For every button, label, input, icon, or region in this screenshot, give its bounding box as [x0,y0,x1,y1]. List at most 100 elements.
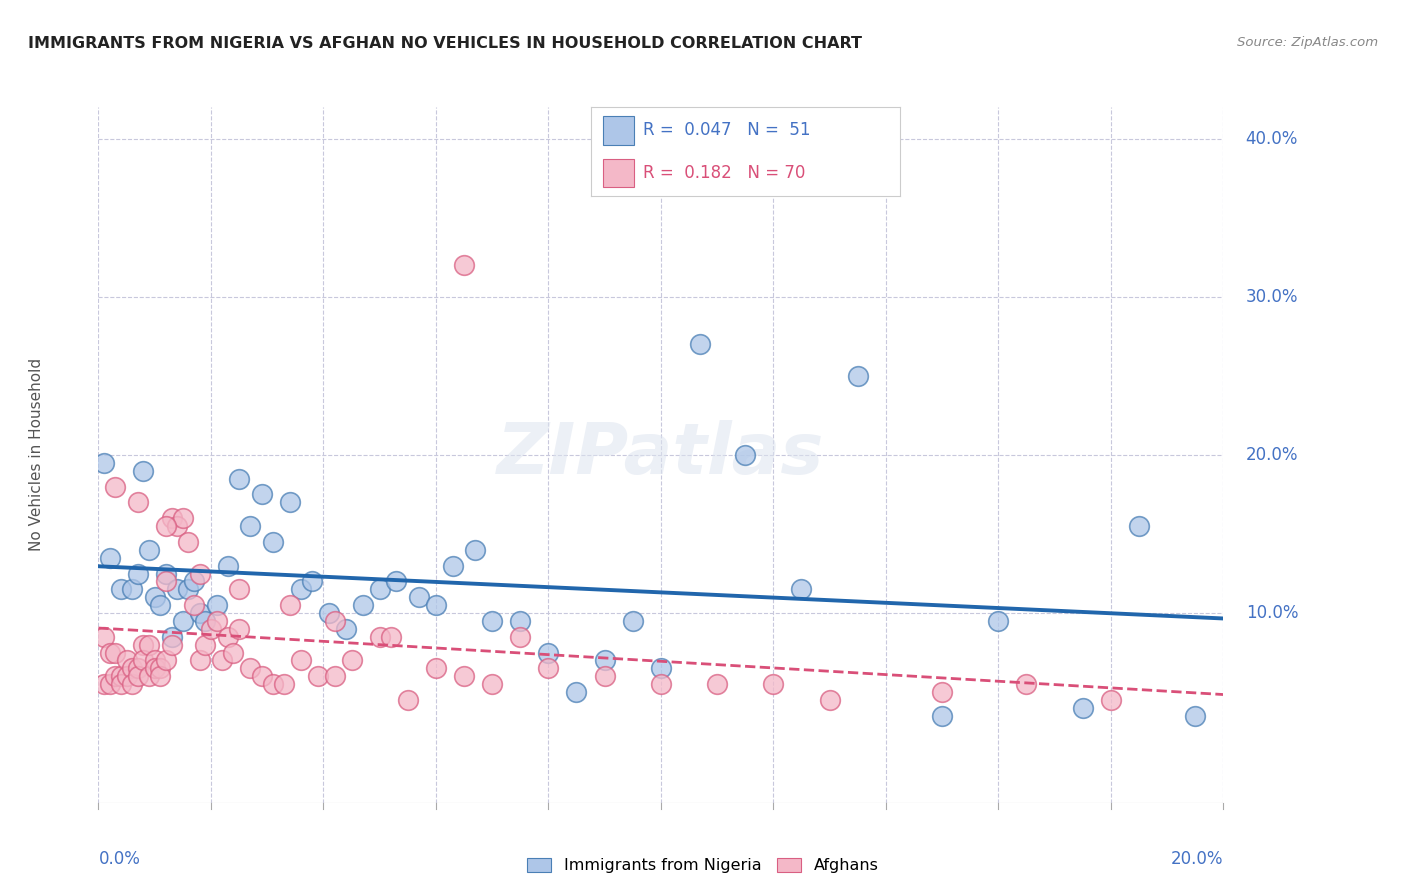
Point [115,669,138,683]
Point [121,582,143,597]
Point [155,574,177,589]
Text: R =  0.047   N =  51: R = 0.047 N = 51 [643,121,811,139]
Point [593,669,616,683]
Point [127,669,149,683]
Point [104,646,127,660]
Point [453,669,475,683]
Point [222,646,245,660]
Bar [603,116,634,145]
Point [318,606,340,620]
Text: ZIPatlas: ZIPatlas [498,420,824,490]
Point [734,448,756,462]
Point [1099,693,1122,707]
Point [217,558,239,573]
Point [217,630,239,644]
Point [132,638,155,652]
Point [689,337,711,351]
Point [183,598,205,612]
Point [127,495,149,509]
Point [177,534,200,549]
Point [481,677,503,691]
Point [1184,708,1206,723]
Point [368,630,391,644]
Point [194,614,217,628]
Point [188,606,211,620]
Point [127,566,149,581]
Point [160,638,183,652]
Text: 20.0%: 20.0% [1171,850,1223,868]
Point [211,653,233,667]
Point [621,614,644,628]
Text: 20.0%: 20.0% [1246,446,1298,464]
Point [155,519,177,533]
Point [290,582,312,597]
Point [110,677,132,691]
Point [1015,677,1038,691]
Point [408,591,430,605]
Point [537,661,560,675]
Point [273,677,295,691]
Point [160,511,183,525]
Point [340,653,363,667]
Point [172,511,194,525]
Point [537,646,560,660]
Point [98,646,121,660]
Point [110,582,132,597]
Point [385,574,408,589]
Text: R =  0.182   N = 70: R = 0.182 N = 70 [643,164,806,182]
Point [149,598,172,612]
Point [115,653,138,667]
Point [565,685,588,699]
Point [143,591,166,605]
Point [931,685,953,699]
Point [650,661,672,675]
Point [160,630,183,644]
Point [200,622,222,636]
Text: Source: ZipAtlas.com: Source: ZipAtlas.com [1237,36,1378,49]
Point [453,258,475,272]
Point [931,708,953,723]
Point [110,669,132,683]
Point [762,677,785,691]
Point [155,566,177,581]
Point [396,693,419,707]
Point [127,661,149,675]
Point [98,677,121,691]
Point [509,614,531,628]
Point [706,677,728,691]
Point [239,661,262,675]
Point [166,582,188,597]
Point [790,582,813,597]
Point [121,661,143,675]
Point [650,677,672,691]
Point [166,519,188,533]
Point [593,653,616,667]
Point [205,614,228,628]
Point [138,542,160,557]
Point [132,653,155,667]
Text: 0.0%: 0.0% [98,850,141,868]
Point [509,630,531,644]
Point [183,574,205,589]
Point [335,622,357,636]
Point [239,519,262,533]
Point [262,677,284,691]
Bar [603,159,634,187]
Point [93,456,115,470]
Point [368,582,391,597]
Point [205,598,228,612]
Legend: Immigrants from Nigeria, Afghans: Immigrants from Nigeria, Afghans [520,851,886,880]
Point [250,669,273,683]
Point [194,638,217,652]
Point [481,614,503,628]
Point [228,622,250,636]
Text: IMMIGRANTS FROM NIGERIA VS AFGHAN NO VEHICLES IN HOUSEHOLD CORRELATION CHART: IMMIGRANTS FROM NIGERIA VS AFGHAN NO VEH… [28,36,862,51]
Point [138,669,160,683]
Point [104,669,127,683]
Point [323,614,346,628]
Point [1128,519,1150,533]
Point [290,653,312,667]
Text: 40.0%: 40.0% [1246,129,1298,148]
Point [278,598,301,612]
Point [352,598,374,612]
